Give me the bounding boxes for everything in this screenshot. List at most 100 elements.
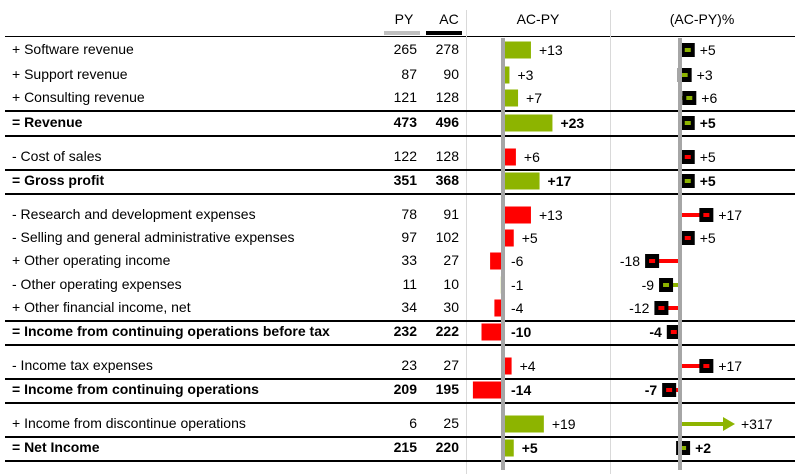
py-value: 87 (401, 66, 417, 82)
header-delta-pct: (AC-PY)% (669, 11, 735, 27)
delta-label: +19 (552, 416, 576, 432)
row-label: - Research and development expenses (12, 206, 256, 222)
pct-label: +17 (718, 207, 742, 223)
ac-value: 368 (435, 172, 459, 188)
pct-marker-core (663, 283, 670, 287)
pct-label: +2 (695, 440, 711, 456)
pct-marker-core (684, 179, 691, 183)
delta-label: +4 (520, 358, 536, 374)
row-label: + Other financial income, net (12, 299, 191, 315)
header-rule (5, 36, 795, 37)
delta-bar (503, 66, 510, 84)
row-separator (5, 135, 795, 137)
delta-bar (503, 148, 516, 166)
pct-label: -7 (645, 382, 658, 398)
pct-label: +5 (700, 42, 716, 58)
row-label: + Support revenue (12, 66, 128, 82)
delta-bar (503, 229, 514, 247)
py-value: 78 (401, 206, 417, 222)
row-separator (5, 110, 795, 112)
ac-value: 25 (443, 415, 459, 431)
delta-bar (503, 172, 540, 190)
delta-label: +13 (539, 207, 563, 223)
delta-label: +17 (548, 173, 572, 189)
header-ac-bar (426, 31, 462, 35)
ac-value: 278 (435, 41, 459, 57)
ac-value: 27 (443, 357, 459, 373)
pct-label: -4 (649, 324, 662, 340)
pct-label: +6 (701, 90, 717, 106)
pct-marker-core (684, 121, 691, 125)
pct-marker-core (703, 213, 710, 217)
pct-marker-core (684, 236, 691, 240)
delta-label: +23 (560, 115, 584, 131)
row-label: = Revenue (12, 114, 83, 130)
delta-bar (503, 206, 531, 224)
delta-label: +5 (522, 440, 538, 456)
py-value: 265 (393, 41, 417, 57)
pct-marker-core (703, 364, 710, 368)
row-label: - Selling and general administrative exp… (12, 229, 295, 245)
py-value: 215 (393, 439, 417, 455)
delta-bar (503, 41, 531, 59)
row-label: + Income from discontinue operations (12, 415, 246, 431)
pct-label: +17 (718, 358, 742, 374)
pct-label: +317 (741, 416, 773, 432)
row-label: - Income tax expenses (12, 357, 153, 373)
ac-value: 102 (435, 229, 459, 245)
row-separator (5, 402, 795, 404)
row-label: - Cost of sales (12, 148, 102, 164)
pct-marker-core (686, 96, 693, 100)
header-py-bar (384, 31, 420, 35)
delta-bar (503, 89, 519, 107)
row-label: = Income from continuing operations (12, 381, 259, 397)
ac-value: 128 (435, 148, 459, 164)
pct-arrow-head (723, 417, 735, 431)
ac-value: 220 (435, 439, 459, 455)
py-value: 97 (401, 229, 417, 245)
header-ac: AC (439, 11, 459, 27)
header-py: PY (394, 11, 414, 27)
pct-marker-core (684, 155, 691, 159)
row-separator (5, 460, 795, 462)
py-value: 351 (393, 172, 417, 188)
delta-label: -1 (511, 277, 524, 293)
ac-value: 10 (443, 276, 459, 292)
header-delta: AC-PY (516, 11, 560, 27)
py-value: 6 (409, 415, 417, 431)
delta-label: +7 (526, 90, 542, 106)
column-divider (610, 10, 611, 474)
row-label: - Other operating expenses (12, 276, 182, 292)
row-separator (5, 320, 795, 322)
row-separator (5, 193, 795, 195)
ac-value: 30 (443, 299, 459, 315)
delta-bar (503, 415, 544, 433)
pct-marker-core (670, 330, 677, 334)
row-separator (5, 169, 795, 171)
column-divider (466, 10, 467, 474)
pct-label: -9 (642, 277, 655, 293)
ac-value: 90 (443, 66, 459, 82)
delta-bar (472, 381, 503, 399)
pct-label: +5 (700, 173, 716, 189)
delta-bar (494, 299, 503, 317)
delta-label: -6 (511, 253, 524, 269)
pct-label: +5 (700, 230, 716, 246)
row-separator (5, 378, 795, 380)
delta-label: -10 (511, 324, 531, 340)
delta-label: +5 (522, 230, 538, 246)
delta-label: +13 (539, 42, 563, 58)
pct-label: -12 (629, 300, 649, 316)
row-label: = Gross profit (12, 172, 105, 188)
delta-label: +3 (517, 67, 533, 83)
ac-value: 27 (443, 252, 459, 268)
delta-bar (503, 114, 553, 132)
py-value: 33 (401, 252, 417, 268)
delta-bar (490, 252, 503, 270)
delta-bar (503, 357, 512, 375)
row-label: + Consulting revenue (12, 89, 145, 105)
row-label: + Other operating income (12, 252, 171, 268)
pct-marker-core (684, 48, 691, 52)
